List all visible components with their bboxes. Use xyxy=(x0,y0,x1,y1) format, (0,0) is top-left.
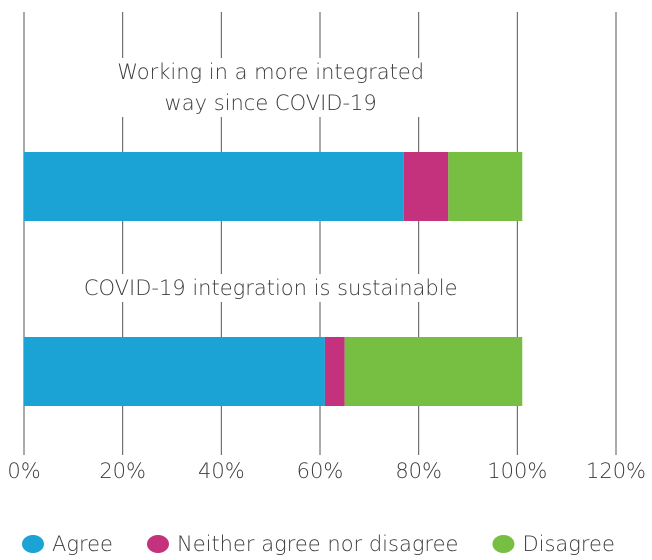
x-tick-label: 60% xyxy=(297,459,344,483)
bar-segment xyxy=(24,152,404,221)
legend-label: Disagree xyxy=(522,532,614,556)
legend-swatch xyxy=(492,535,515,553)
label-line: way since COVID-19 xyxy=(165,91,377,115)
label-line: Working in a more integrated xyxy=(117,60,424,84)
bar-segment xyxy=(448,152,523,221)
legend-swatch xyxy=(22,535,44,553)
label-background xyxy=(77,274,464,302)
legend-label: Agree xyxy=(52,532,113,556)
bar-segment xyxy=(403,152,449,221)
x-tick-label: 40% xyxy=(198,459,245,483)
bar-segment xyxy=(344,337,523,406)
x-tick-label: 100% xyxy=(487,459,547,483)
category-label: Working in a more integrated way since CO… xyxy=(117,60,424,115)
x-tick-label: 80% xyxy=(395,459,442,483)
category-label: COVID-19 integration is sustainable xyxy=(84,276,458,300)
x-tick-label: 20% xyxy=(99,459,146,483)
bar-segment xyxy=(24,337,325,406)
legend-swatch xyxy=(146,535,169,553)
x-tick-label: 120% xyxy=(586,459,646,483)
x-tick-label: 0% xyxy=(7,459,40,483)
legend-label: Neither agree nor disagree xyxy=(177,532,458,556)
bar-segment xyxy=(324,337,345,406)
label-background xyxy=(111,58,431,117)
